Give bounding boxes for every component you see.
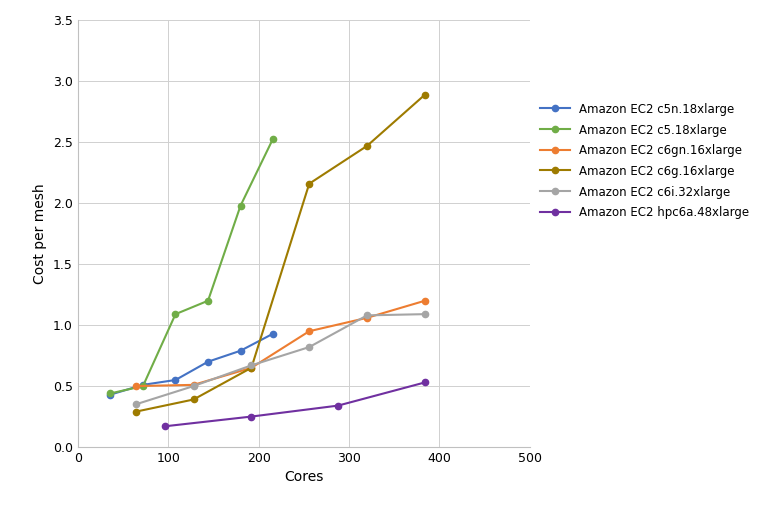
Amazon EC2 c6g.16xlarge <box>189 396 198 402</box>
Amazon EC2 c5.18xlarge <box>269 136 278 142</box>
Amazon EC2 c5n.18xlarge <box>139 382 148 388</box>
Amazon EC2 c6gn.16xlarge <box>189 382 198 388</box>
Amazon EC2 c5.18xlarge <box>139 383 148 389</box>
Amazon EC2 c6g.16xlarge <box>420 91 429 98</box>
Amazon EC2 c6i.32xlarge <box>189 383 198 389</box>
Amazon EC2 c5n.18xlarge <box>171 377 180 383</box>
Amazon EC2 c5.18xlarge <box>106 390 115 396</box>
Amazon EC2 c6gn.16xlarge <box>420 298 429 304</box>
Amazon EC2 c6i.32xlarge <box>131 401 140 407</box>
Line: Amazon EC2 hpc6a.48xlarge: Amazon EC2 hpc6a.48xlarge <box>161 379 428 429</box>
Amazon EC2 c6gn.16xlarge <box>131 383 140 389</box>
Amazon EC2 c5n.18xlarge <box>236 347 245 354</box>
Amazon EC2 hpc6a.48xlarge <box>160 423 169 429</box>
Line: Amazon EC2 c6g.16xlarge: Amazon EC2 c6g.16xlarge <box>132 91 428 415</box>
Amazon EC2 c6gn.16xlarge <box>362 315 372 321</box>
X-axis label: Cores: Cores <box>284 470 323 485</box>
Amazon EC2 c6g.16xlarge <box>305 181 314 187</box>
Amazon EC2 c6g.16xlarge <box>131 408 140 415</box>
Amazon EC2 c6gn.16xlarge <box>305 328 314 334</box>
Y-axis label: Cost per mesh: Cost per mesh <box>33 183 48 284</box>
Amazon EC2 c6gn.16xlarge <box>247 365 256 371</box>
Amazon EC2 hpc6a.48xlarge <box>420 379 429 386</box>
Line: Amazon EC2 c5.18xlarge: Amazon EC2 c5.18xlarge <box>108 136 277 397</box>
Legend: Amazon EC2 c5n.18xlarge, Amazon EC2 c5.18xlarge, Amazon EC2 c6gn.16xlarge, Amazo: Amazon EC2 c5n.18xlarge, Amazon EC2 c5.1… <box>540 103 749 219</box>
Amazon EC2 c6i.32xlarge <box>420 311 429 317</box>
Amazon EC2 hpc6a.48xlarge <box>333 402 343 408</box>
Amazon EC2 c5.18xlarge <box>171 311 180 317</box>
Amazon EC2 c5.18xlarge <box>236 203 245 209</box>
Amazon EC2 c6g.16xlarge <box>362 143 372 149</box>
Amazon EC2 c6g.16xlarge <box>247 365 256 371</box>
Amazon EC2 c6i.32xlarge <box>247 362 256 368</box>
Amazon EC2 c6i.32xlarge <box>305 344 314 350</box>
Amazon EC2 c5n.18xlarge <box>106 392 115 398</box>
Amazon EC2 hpc6a.48xlarge <box>247 414 256 420</box>
Amazon EC2 c5n.18xlarge <box>203 359 213 365</box>
Line: Amazon EC2 c6gn.16xlarge: Amazon EC2 c6gn.16xlarge <box>132 298 428 389</box>
Amazon EC2 c5.18xlarge <box>203 298 213 304</box>
Amazon EC2 c6i.32xlarge <box>362 312 372 319</box>
Line: Amazon EC2 c6i.32xlarge: Amazon EC2 c6i.32xlarge <box>132 311 428 407</box>
Amazon EC2 c5n.18xlarge <box>269 331 278 337</box>
Line: Amazon EC2 c5n.18xlarge: Amazon EC2 c5n.18xlarge <box>108 331 277 398</box>
